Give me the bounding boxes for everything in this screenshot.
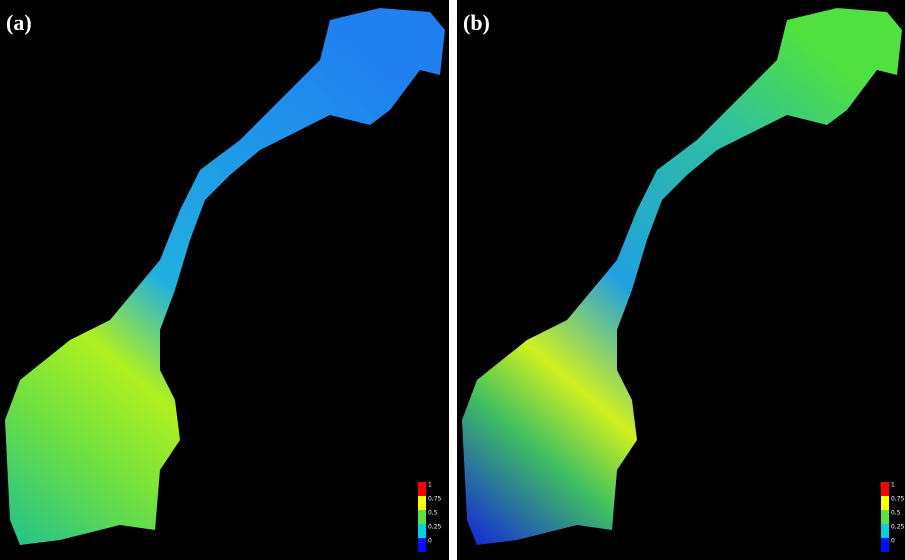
- panel-label: (b): [463, 10, 490, 35]
- panel-b: (b) 1 0,75 0,5 0,25 0: [457, 0, 905, 560]
- figure: (a) 1 0,75 0,5 0,25 0 (b) 1 0,75 0,5 0,25 0: [0, 0, 905, 560]
- legend-swatch: [881, 524, 889, 538]
- legend-label: 1: [428, 482, 432, 489]
- legend-swatch: [418, 510, 426, 524]
- legend-swatch: [881, 496, 889, 510]
- panel-label: (a): [6, 10, 32, 35]
- legend-swatch: [418, 524, 426, 538]
- legend-swatch: [418, 482, 426, 496]
- legend-swatch: [881, 510, 889, 524]
- legend-label: 0: [428, 538, 432, 545]
- page: (a) 10,750,50,250 (b) 10,750,50,250 (() …: [0, 0, 905, 560]
- legend-label: 0,75: [891, 496, 905, 503]
- legend-label: 0: [891, 538, 895, 545]
- legend-label: 0,25: [891, 524, 905, 531]
- legend-swatch: [418, 496, 426, 510]
- legend-label: 0,75: [428, 496, 442, 503]
- legend-label: 0,5: [891, 510, 901, 517]
- legend-label: 0,25: [428, 524, 442, 531]
- legend-swatch: [881, 538, 889, 552]
- legend-swatch: [881, 482, 889, 496]
- legend-swatch: [418, 538, 426, 552]
- panel-a: (a) 1 0,75 0,5 0,25 0: [0, 0, 449, 560]
- legend-label: 0,5: [428, 510, 438, 517]
- legend-label: 1: [891, 482, 895, 489]
